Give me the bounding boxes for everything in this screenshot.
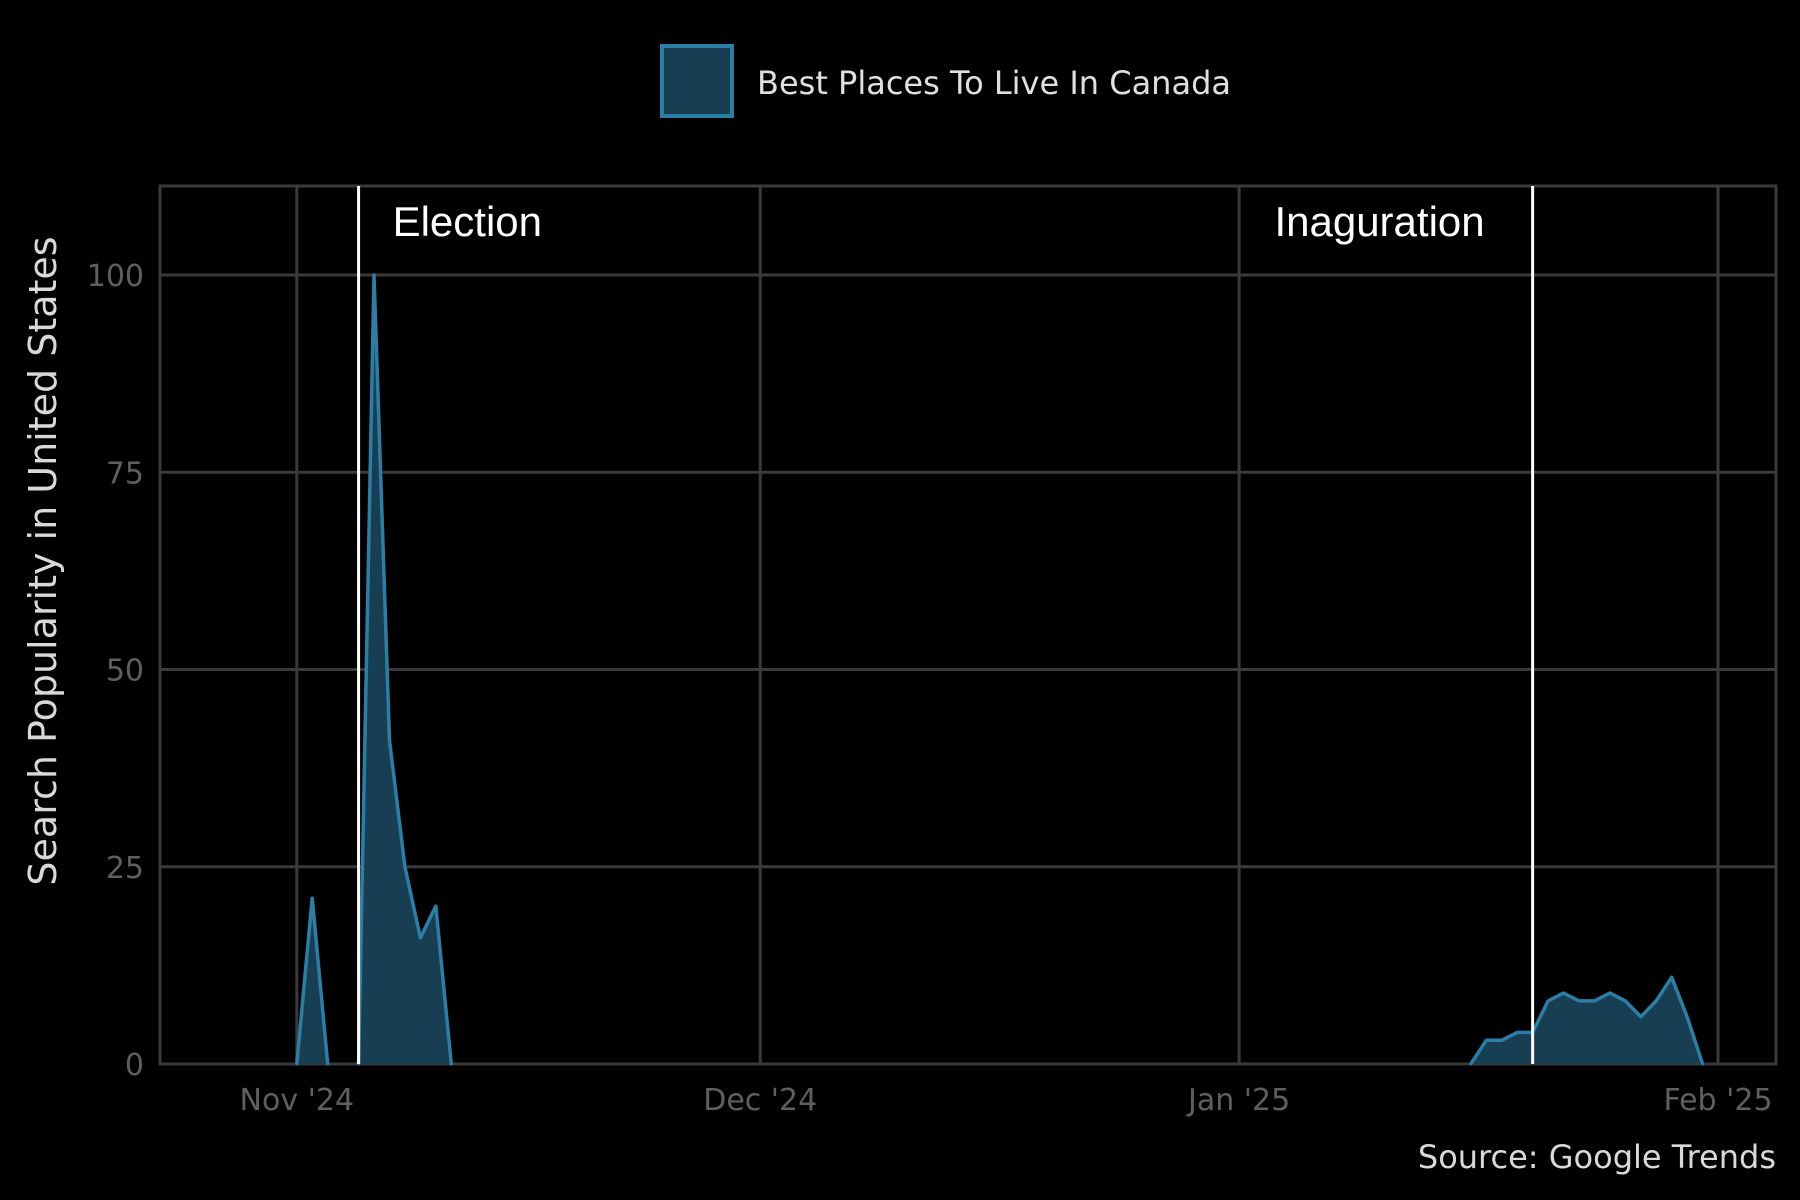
area-layer: [295, 273, 1705, 1066]
data-point: [310, 896, 314, 900]
series-area: [296, 898, 328, 1064]
y-tick-labels: 0 25 50 75 100: [87, 259, 144, 1083]
x-tick-label: Jan '25: [1186, 1083, 1290, 1118]
data-point: [1515, 1030, 1519, 1034]
data-point: [1670, 975, 1674, 979]
y-axis-title: Search Popularity in United States: [21, 236, 65, 885]
data-point: [387, 739, 391, 743]
data-point: [372, 273, 376, 277]
data-point: [1639, 1015, 1643, 1019]
x-tick-label: Feb '25: [1663, 1083, 1772, 1118]
data-point: [1484, 1038, 1488, 1042]
data-point: [418, 936, 422, 940]
data-point: [1685, 1015, 1689, 1019]
data-point: [1500, 1038, 1504, 1042]
event-lines: Election Inaguration: [357, 186, 1535, 1064]
data-point: [1608, 991, 1612, 995]
data-point: [295, 1062, 299, 1066]
data-point: [403, 865, 407, 869]
data-point: [1701, 1062, 1705, 1066]
event-label: Inaguration: [1274, 198, 1484, 245]
data-point: [1562, 991, 1566, 995]
x-tick-label: Dec '24: [703, 1083, 817, 1118]
series-area: [358, 275, 452, 1064]
legend-swatch: [660, 44, 734, 118]
data-point: [1592, 999, 1596, 1003]
source-caption: Source: Google Trends: [1418, 1138, 1776, 1176]
series-line: [1469, 975, 1705, 1065]
data-point: [449, 1062, 453, 1066]
data-point: [1469, 1062, 1473, 1066]
y-tick-label: 100: [87, 259, 144, 294]
data-point: [1577, 999, 1581, 1003]
y-tick-label: 75: [106, 456, 144, 491]
y-tick-label: 50: [106, 654, 144, 689]
x-tick-label: Nov '24: [240, 1083, 355, 1118]
legend: Best Places To Live In Canada: [660, 44, 1231, 118]
series-area: [1470, 977, 1703, 1064]
data-point: [434, 904, 438, 908]
x-tick-labels: Nov '24 Dec '24 Jan '25 Feb '25: [240, 1083, 1773, 1118]
event-label: Election: [393, 198, 542, 245]
data-point: [1546, 999, 1550, 1003]
y-tick-label: 0: [125, 1048, 144, 1083]
data-point: [1654, 999, 1658, 1003]
data-point: [326, 1062, 330, 1066]
legend-label: Best Places To Live In Canada: [757, 64, 1231, 102]
data-point: [1623, 999, 1627, 1003]
y-tick-label: 25: [106, 851, 144, 886]
